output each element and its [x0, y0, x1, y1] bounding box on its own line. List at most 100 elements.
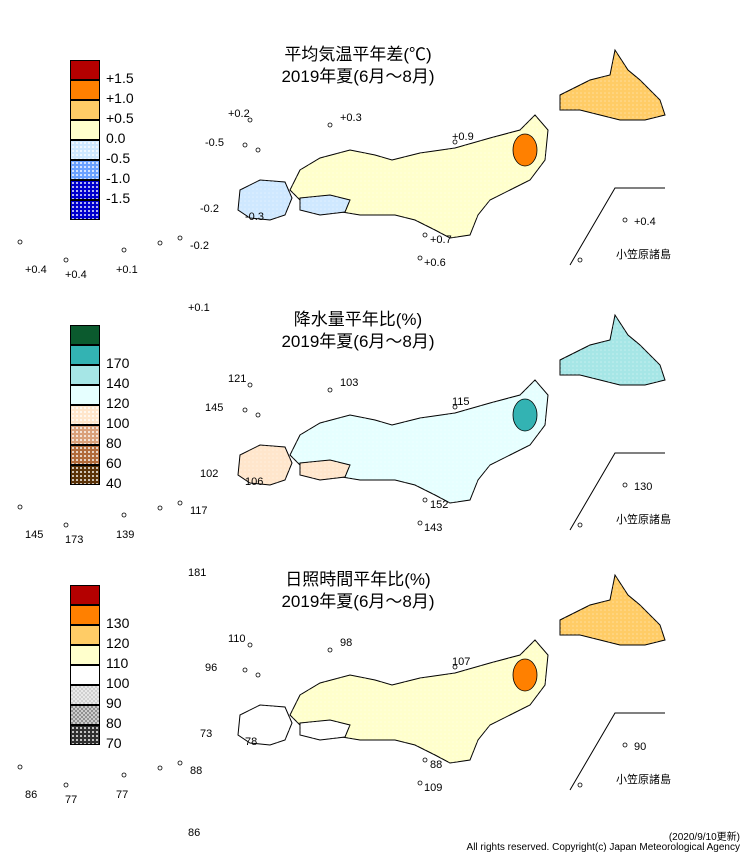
legend-label: -0.5 — [106, 150, 131, 166]
legend-label: +0.5 — [106, 110, 134, 126]
island-marker — [577, 782, 583, 788]
legend-label: 80 — [106, 715, 122, 731]
station-value: 102 — [200, 468, 219, 480]
station-value: +0.4 — [65, 269, 87, 281]
station-value: 86 — [188, 827, 201, 839]
station-value: +0.6 — [424, 257, 446, 269]
ogasawara-inset-frame — [569, 187, 665, 266]
station-value: +0.4 — [634, 216, 656, 228]
island-marker — [247, 117, 253, 123]
legend-label: 80 — [106, 435, 122, 451]
ogasawara-label: 小笠原諸島 — [616, 249, 671, 261]
panel-period: 2019年夏(6月～8月) — [281, 332, 435, 351]
station-value: 88 — [190, 765, 203, 777]
kyushu-region-texture — [238, 180, 292, 220]
island-marker — [417, 255, 423, 261]
legend-swatch — [70, 425, 100, 445]
station-value: 130 — [634, 481, 653, 493]
legend-swatch — [70, 445, 100, 465]
station-value: 115 — [452, 396, 470, 408]
station-value: +0.2 — [228, 108, 250, 120]
hokkaido-region-texture — [560, 315, 665, 385]
island-marker — [63, 522, 69, 528]
island-marker — [577, 257, 583, 263]
station-value: 181 — [188, 567, 207, 579]
island-marker — [255, 672, 261, 678]
island-marker — [422, 232, 428, 238]
island-marker — [422, 497, 428, 503]
legend-label: -1.5 — [106, 190, 131, 206]
island-marker — [177, 235, 183, 241]
island-marker — [452, 139, 458, 145]
legend-swatch — [70, 385, 100, 405]
island-marker — [121, 247, 127, 253]
precipitation-title: 降水量平年比(%) 2019年夏(6月～8月) — [258, 309, 458, 353]
panel-period: 2019年夏(6月～8月) — [281, 592, 435, 611]
legend-swatch — [70, 665, 100, 685]
station-value: 173 — [65, 534, 84, 546]
legend-label: 140 — [106, 375, 130, 391]
kyushu-region-texture — [238, 705, 292, 745]
station-value: -0.2 — [200, 203, 219, 215]
temperature-title: 平均気温平年差(℃) 2019年夏(6月～8月) — [258, 44, 458, 88]
legend-swatch — [70, 60, 100, 80]
legend-label: 120 — [106, 635, 130, 651]
station-value: -0.2 — [190, 240, 209, 252]
legend-swatch — [70, 645, 100, 665]
island-marker — [63, 257, 69, 263]
island-marker — [255, 412, 261, 418]
ogasawara-inset-frame — [569, 452, 665, 531]
honshu-region-texture — [290, 640, 548, 763]
station-value: +0.3 — [340, 112, 362, 124]
island-marker — [157, 765, 163, 771]
island-marker — [242, 407, 248, 413]
legend-swatch — [70, 200, 100, 220]
island-marker — [121, 772, 127, 778]
legend-label: 100 — [106, 675, 130, 691]
island-marker — [327, 647, 333, 653]
island-marker — [622, 482, 628, 488]
legend-label: 100 — [106, 415, 130, 431]
island-marker — [327, 122, 333, 128]
legend-swatch — [70, 345, 100, 365]
station-value: +0.1 — [188, 302, 210, 314]
station-value: 143 — [424, 522, 443, 534]
station-value: -0.5 — [205, 137, 224, 149]
legend-label: +1.5 — [106, 70, 134, 86]
legend-swatch — [70, 585, 100, 605]
island-marker — [247, 382, 253, 388]
panel-period: 2019年夏(6月～8月) — [281, 67, 435, 86]
station-value: 107 — [452, 656, 471, 668]
station-value: 78 — [245, 736, 258, 748]
legend-swatch — [70, 625, 100, 645]
island-marker — [247, 642, 253, 648]
shikoku-region-texture — [300, 195, 350, 215]
legend-label: +1.0 — [106, 90, 134, 106]
copyright: All rights reserved. Copyright(c) Japan … — [466, 842, 740, 853]
island-marker — [622, 217, 628, 223]
station-value: 73 — [200, 728, 213, 740]
station-value: +0.4 — [25, 264, 47, 276]
legend-swatch — [70, 140, 100, 160]
island-marker — [327, 387, 333, 393]
island-marker — [242, 142, 248, 148]
legend-label: 60 — [106, 455, 122, 471]
anomaly-region — [512, 133, 538, 167]
island-marker — [417, 780, 423, 786]
island-marker — [417, 520, 423, 526]
precipitation-panel: 170 140 120 100 80 60 40 降水量平年比(%) 2019年夏(6月～8… — [0, 285, 750, 579]
station-value: 77 — [116, 789, 129, 801]
hokkaido-region-texture — [560, 50, 665, 120]
legend-swatch — [70, 120, 100, 140]
station-value: 90 — [634, 741, 647, 753]
station-value: 110 — [228, 633, 246, 645]
island-marker — [157, 505, 163, 511]
kyushu-region-texture — [238, 445, 292, 485]
legend-label: 110 — [106, 655, 129, 671]
island-marker — [255, 147, 261, 153]
legend-label: 40 — [106, 475, 122, 491]
island-marker — [452, 664, 458, 670]
panel-title: 日照時間平年比(%) — [285, 570, 431, 589]
legend-swatch — [70, 180, 100, 200]
station-value: +0.7 — [430, 234, 452, 246]
